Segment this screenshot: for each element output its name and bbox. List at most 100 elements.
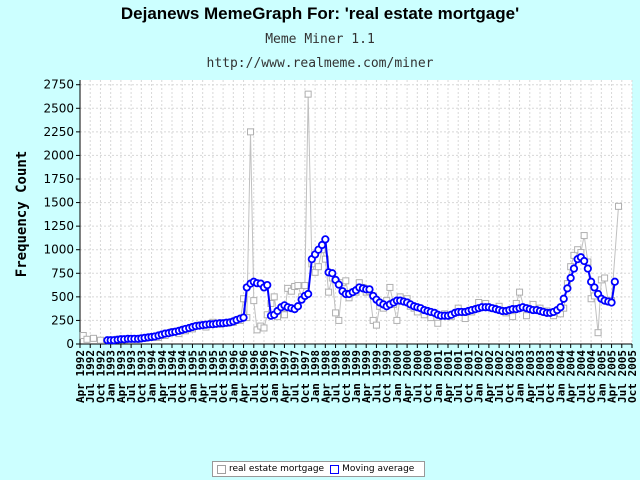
raw-series-point	[393, 316, 401, 324]
raw-series-point	[294, 282, 302, 290]
x-tick-label: Jul 1992	[84, 350, 97, 403]
x-tick-label: Oct 1997	[299, 350, 312, 403]
moving-average-point	[580, 256, 589, 266]
y-tick-label: 2000	[43, 148, 74, 162]
moving-average-point	[304, 289, 313, 299]
y-tick-label: 2750	[43, 78, 74, 92]
x-tick-label: Apr 2001	[442, 350, 455, 403]
raw-series-point	[267, 299, 275, 307]
legend: real estate mortgage Moving average	[212, 461, 426, 477]
x-tick-label: Apr 1993	[115, 350, 128, 403]
x-tick-label: Jul 1998	[330, 350, 343, 403]
moving-average-point	[610, 277, 619, 286]
x-tick-label: Jan 2000	[391, 350, 404, 403]
x-tick-label: Jul 2005	[616, 350, 629, 403]
raw-series-point	[594, 329, 602, 337]
x-tick-label: Apr 2005	[606, 350, 619, 403]
raw-series-point	[301, 282, 309, 290]
moving-average-point	[556, 303, 565, 312]
moving-average-point	[328, 269, 337, 278]
x-tick-label: Jan 2001	[432, 350, 445, 403]
legend-label-moving-average: Moving average	[342, 464, 415, 474]
moving-average-point	[590, 283, 599, 292]
raw-series-point	[280, 311, 288, 319]
x-tick-label: Oct 2000	[422, 350, 435, 403]
legend-swatch-moving-average	[330, 464, 340, 474]
raw-series-point	[270, 293, 278, 301]
raw-series-point	[247, 128, 255, 136]
x-tick-label: Oct 2003	[544, 350, 557, 403]
raw-series-point	[434, 319, 442, 327]
x-tick-label: Jul 2002	[493, 350, 506, 403]
x-tick-label: Oct 1999	[381, 350, 394, 403]
x-tick-label: Oct 1995	[217, 350, 230, 403]
raw-series-point	[250, 297, 258, 305]
raw-series-point	[253, 326, 261, 334]
chart-title: Dejanews MemeGraph For: 'real estate mor…	[120, 4, 520, 23]
raw-series-point	[325, 288, 333, 296]
x-tick-label: Jan 1994	[146, 350, 159, 403]
moving-average-point	[607, 298, 616, 307]
raw-series-point	[523, 312, 531, 320]
raw-series-point	[304, 90, 312, 98]
raw-series-point	[311, 268, 319, 276]
x-tick-label: Oct 1998	[340, 350, 353, 403]
y-tick-label: 1750	[43, 172, 74, 186]
x-tick-label: Apr 2002	[483, 350, 496, 403]
raw-series-point	[79, 332, 87, 340]
moving-average-point	[321, 235, 330, 244]
x-tick-label: Jan 2005	[595, 350, 608, 403]
x-tick-label: Apr 1995	[197, 350, 210, 403]
raw-series-point	[516, 288, 524, 296]
raw-series-point	[509, 313, 517, 321]
x-tick-label: Apr 2000	[401, 350, 414, 403]
x-tick-label: Jul 1994	[166, 350, 179, 403]
x-tick-label: Oct 1996	[258, 350, 271, 403]
y-tick-label: 750	[51, 266, 74, 280]
y-tick-label: 1500	[43, 196, 74, 210]
x-tick-label: Oct 1992	[94, 350, 107, 403]
x-tick-label: Jul 2000	[411, 350, 424, 403]
moving-average-point	[263, 280, 272, 290]
raw-series-point	[96, 336, 104, 344]
raw-series-point	[260, 324, 268, 332]
x-tick-label: Apr 1994	[156, 350, 169, 403]
moving-average-point	[563, 284, 572, 293]
x-tick-label: Jul 1997	[289, 350, 302, 403]
moving-average-point	[583, 264, 592, 273]
axis-layer: 0 250 500 750 1000 1250 1500 1750 2000 2250 2500 27…	[43, 78, 639, 403]
y-tick-label: 500	[51, 290, 74, 304]
x-tick-label: Jan 2002	[473, 350, 486, 403]
x-tick-label: Jan 1995	[186, 350, 199, 403]
raw-series-point	[461, 315, 469, 323]
raw-series-point	[332, 309, 340, 317]
raw-series-point	[386, 283, 394, 291]
moving-average-point	[239, 313, 248, 322]
moving-average-layer	[103, 235, 619, 345]
y-tick-label: 250	[51, 313, 74, 327]
x-tick-label: Apr 1996	[238, 350, 251, 403]
x-tick-label: Apr 2003	[524, 350, 537, 403]
moving-average-point	[559, 294, 568, 303]
x-tick-label: Jul 1996	[248, 350, 261, 403]
raw-series-point	[601, 274, 609, 282]
x-tick-label: Oct 1993	[135, 350, 148, 403]
y-tick-label: 2250	[43, 125, 74, 139]
moving-average-point	[566, 273, 575, 283]
x-tick-label: Jul 1999	[370, 350, 383, 403]
raw-series-point	[89, 334, 97, 342]
x-tick-label: Jan 1997	[268, 350, 281, 403]
x-tick-label: Oct 2004	[585, 350, 598, 403]
x-tick-label: Oct 2005	[626, 350, 639, 403]
x-tick-label: Jul 2003	[534, 350, 547, 403]
x-tick-label: Apr 1998	[319, 350, 332, 403]
moving-average-point	[569, 264, 579, 273]
chart-subtitle-program: Meme Miner 1.1	[265, 32, 375, 47]
x-tick-label: Jan 1996	[227, 350, 240, 403]
x-tick-label: Oct 2001	[462, 350, 475, 403]
raw-series-point	[83, 335, 91, 343]
raw-series-point	[372, 321, 380, 329]
x-tick-label: Jan 1998	[309, 350, 322, 403]
y-tick-label: 1000	[43, 243, 74, 257]
